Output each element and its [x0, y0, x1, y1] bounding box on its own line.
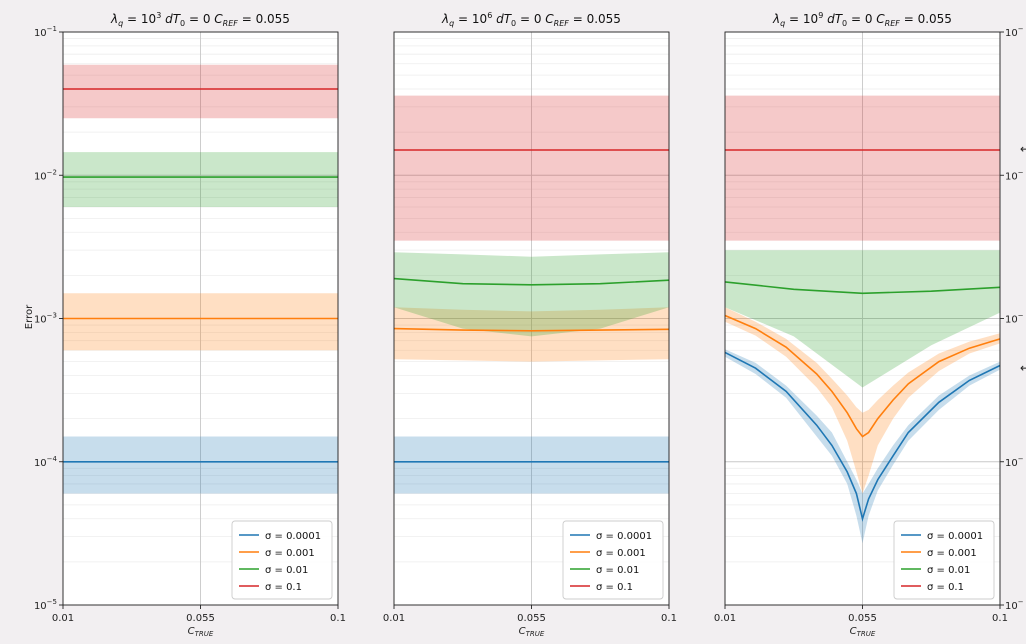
- chart-title: λq = 109 dT0 = 0 CREF = 0.055: [772, 11, 952, 28]
- x-tick-label: 0.055: [517, 613, 546, 624]
- series-line: [724, 351, 1001, 522]
- legend-label: σ = 0.0001: [265, 531, 321, 542]
- confidence-band: [63, 293, 338, 351]
- series-line: [724, 314, 1001, 438]
- series-line: [724, 281, 1001, 295]
- confidence-band: [725, 250, 1000, 388]
- series-line: [393, 327, 670, 332]
- x-tick-label: 0.055: [186, 613, 215, 624]
- legend-label: σ = 0.01: [596, 565, 639, 576]
- y-axis-label: Error: [24, 304, 35, 329]
- right-axis-arrow-top: ←: [1020, 142, 1026, 156]
- legend-label: σ = 0.001: [927, 548, 977, 559]
- y-tick-label-right: 10−: [1005, 455, 1024, 469]
- legend-label: σ = 0.1: [596, 582, 633, 593]
- x-axis-label: CTRUE: [519, 626, 545, 638]
- panel-2: λq = 106 dT0 = 0 CREF = 0.055 0.01 0.055 0.…: [383, 11, 677, 638]
- legend: σ = 0.0001 σ = 0.001 σ = 0.01 σ = 0.1: [893, 520, 995, 600]
- legend-box: [231, 520, 333, 600]
- x-axis-label: CTRUE: [188, 626, 214, 638]
- chart-title: λq = 106 dT0 = 0 CREF = 0.055: [441, 11, 621, 28]
- y-tick-label-right: 10−: [1005, 312, 1024, 326]
- y-tick-label-right: 10−: [1005, 598, 1024, 612]
- legend: σ = 0.0001 σ = 0.001 σ = 0.01 σ = 0.1: [231, 520, 333, 600]
- confidence-band: [63, 64, 338, 119]
- confidence-band: [63, 152, 338, 207]
- confidence-band: [394, 252, 669, 337]
- panel-3: λq = 109 dT0 = 0 CREF = 0.055 0.01 0.055 0.…: [714, 11, 1024, 638]
- y-tick-label: 10−2: [34, 168, 57, 182]
- confidence-band: [394, 307, 669, 362]
- legend-label: σ = 0.01: [265, 565, 308, 576]
- y-tick-label: 10−4: [34, 455, 58, 469]
- y-tick-label: 10−5: [34, 598, 57, 612]
- legend-label: σ = 0.001: [265, 548, 315, 559]
- grid: [724, 31, 1001, 606]
- confidence-band: [725, 349, 1000, 544]
- right-axis-arrow-bottom: ←: [1020, 361, 1026, 375]
- y-tick-label: 10−3: [34, 312, 57, 326]
- panel-1: λq = 103 dT0 = 0 CREF = 0.055 0.01 0.055 0.…: [34, 11, 346, 638]
- x-tick-label: 0.01: [714, 613, 736, 624]
- y-tick-label: 10−1: [34, 25, 57, 39]
- confidence-band: [394, 95, 669, 241]
- legend-label: σ = 0.0001: [596, 531, 652, 542]
- y-tick-label-right: 10−: [1005, 168, 1024, 182]
- x-tick-label: 0.1: [992, 613, 1008, 624]
- x-tick-label: 0.1: [330, 613, 346, 624]
- confidence-band: [63, 436, 338, 494]
- legend-box: [893, 520, 995, 600]
- series-line: [393, 277, 670, 286]
- confidence-band: [725, 95, 1000, 241]
- legend-label: σ = 0.001: [596, 548, 646, 559]
- x-axis-label: CTRUE: [850, 626, 876, 638]
- y-tick-label-right: 10−: [1005, 25, 1024, 39]
- x-tick-label: 0.01: [383, 613, 405, 624]
- legend-box: [562, 520, 664, 600]
- confidence-band: [394, 436, 669, 494]
- legend-label: σ = 0.0001: [927, 531, 983, 542]
- chart-title: λq = 103 dT0 = 0 CREF = 0.055: [110, 11, 290, 28]
- x-tick-label: 0.055: [848, 613, 877, 624]
- x-tick-label: 0.01: [52, 613, 74, 624]
- legend-label: σ = 0.01: [927, 565, 970, 576]
- legend-label: σ = 0.1: [265, 582, 302, 593]
- x-tick-label: 0.1: [661, 613, 677, 624]
- legend-label: σ = 0.1: [927, 582, 964, 593]
- legend: σ = 0.0001 σ = 0.001 σ = 0.01 σ = 0.1: [562, 520, 664, 600]
